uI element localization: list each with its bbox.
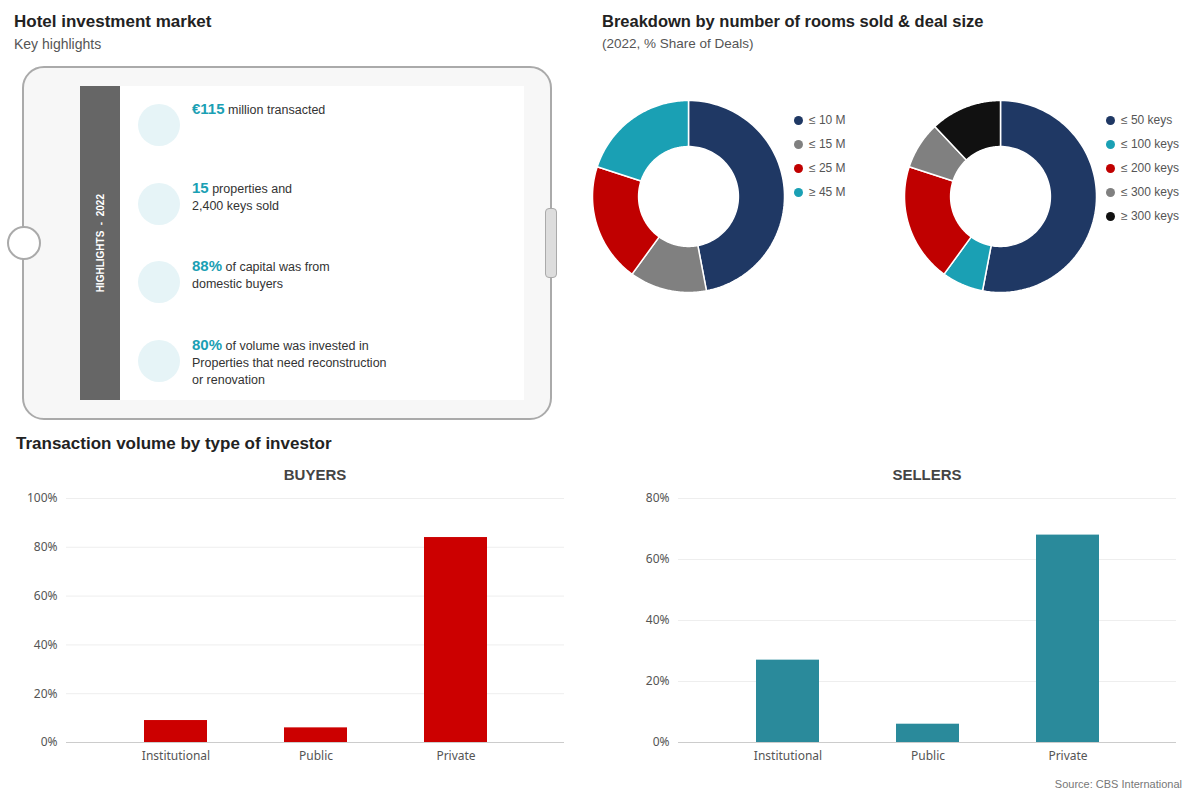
svg-text:60%: 60%	[34, 587, 58, 604]
html-text:Hotel investment market: Hotel investment market	[14, 12, 212, 31]
svg-text:80%: 80%	[34, 538, 58, 555]
html-text:SELLERS: SELLERS	[892, 466, 962, 483]
html-text:80%of volume was invested in: 80%of volume was invested in	[192, 335, 369, 353]
html-text:≤ 100 keys: ≤ 100 keys	[1121, 137, 1179, 151]
html-text:15properties and: 15properties and	[192, 178, 293, 196]
svg-text:Private: Private	[1048, 747, 1087, 764]
svg-text:0%: 0%	[41, 733, 58, 750]
html-text:Key highlights: Key highlights	[14, 36, 102, 52]
svg-text:80%: 80%	[646, 489, 670, 506]
html-text:≤ 50 keys: ≤ 50 keys	[1121, 113, 1173, 127]
html-text:Source: CBS International: Source: CBS International	[1054, 778, 1182, 790]
svg-text:20%: 20%	[34, 685, 58, 702]
svg-text:100%: 100%	[27, 489, 58, 506]
html-text:or renovation: or renovation	[192, 372, 265, 387]
html-text:88%of capital was from: 88%of capital was from	[192, 257, 330, 274]
svg-text:Institutional: Institutional	[754, 747, 822, 764]
svg-text:40%: 40%	[34, 636, 58, 653]
html-text:≤ 15 M: ≤ 15 M	[809, 137, 846, 151]
html-text:Breakdown by number of rooms s: Breakdown by number of rooms sold & deal…	[602, 12, 984, 30]
html-text:Properties that need reconstru: Properties that need reconstruction	[192, 355, 387, 370]
svg-text:20%: 20%	[646, 672, 670, 689]
svg-text:Institutional: Institutional	[142, 747, 210, 764]
html-text:≥ 45 M: ≥ 45 M	[809, 185, 846, 199]
html-text:2,400 keys sold: 2,400 keys sold	[192, 198, 279, 213]
html-text:€115million transacted: €115million transacted	[192, 100, 326, 117]
svg-text:Public: Public	[299, 747, 333, 764]
html-text:≤ 300 keys: ≤ 300 keys	[1121, 185, 1179, 199]
html-text:≤ 10 M: ≤ 10 M	[809, 113, 846, 127]
html-text:≤ 200 keys: ≤ 200 keys	[1121, 161, 1179, 175]
svg-text:Private: Private	[436, 747, 475, 764]
html-text:≤ 25 M: ≤ 25 M	[809, 161, 846, 175]
html-text:BUYERS: BUYERS	[283, 466, 347, 483]
svg-text:60%: 60%	[646, 550, 670, 567]
svg-text:40%: 40%	[646, 611, 670, 628]
svg-text:Public: Public	[911, 747, 945, 764]
html-text:(2022, % Share of Deals): (2022, % Share of Deals)	[602, 36, 754, 51]
html-text:Transaction volume by type of: Transaction volume by type of investor	[16, 434, 332, 453]
html-text:HIGHLIGHTS - 2022: HIGHLIGHTS - 2022	[94, 193, 106, 293]
html-text:≥ 300 keys: ≥ 300 keys	[1121, 209, 1179, 223]
html-text:domestic buyers: domestic buyers	[192, 277, 283, 291]
svg-text:0%: 0%	[653, 733, 670, 750]
